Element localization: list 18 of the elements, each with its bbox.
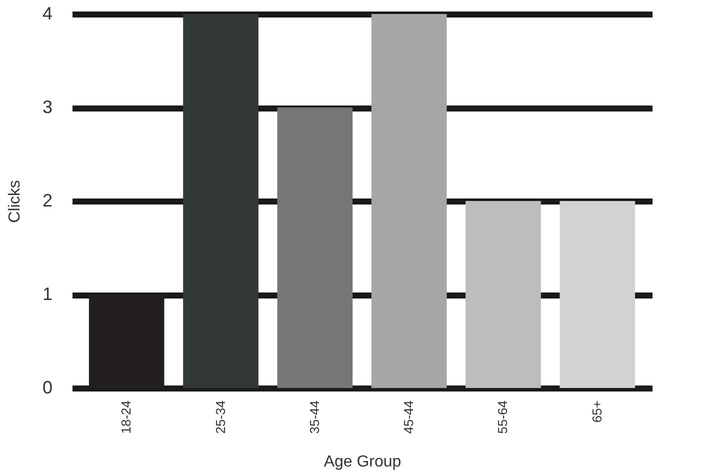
x-tick-label: 18-24 [118,400,134,434]
y-tick-label: 1 [42,284,52,304]
y-tick-label: 2 [42,190,52,210]
x-tick-label: 25-34 [212,400,228,434]
bar [371,14,447,388]
x-tick-label: 55-64 [495,400,510,434]
bar [466,201,541,388]
y-axis-title: Clicks [6,180,24,223]
x-tick-label: 35-44 [306,400,322,434]
bar [183,14,258,388]
y-tick-label: 0 [42,378,52,398]
x-tick-label: 65+ [589,400,604,423]
x-tick-label: 45-44 [401,400,416,434]
x-axis-title: Age Group [324,454,402,471]
y-tick-label: 3 [42,97,52,117]
bar [277,108,353,388]
y-tick-label: 4 [42,4,52,24]
bar [560,201,636,388]
